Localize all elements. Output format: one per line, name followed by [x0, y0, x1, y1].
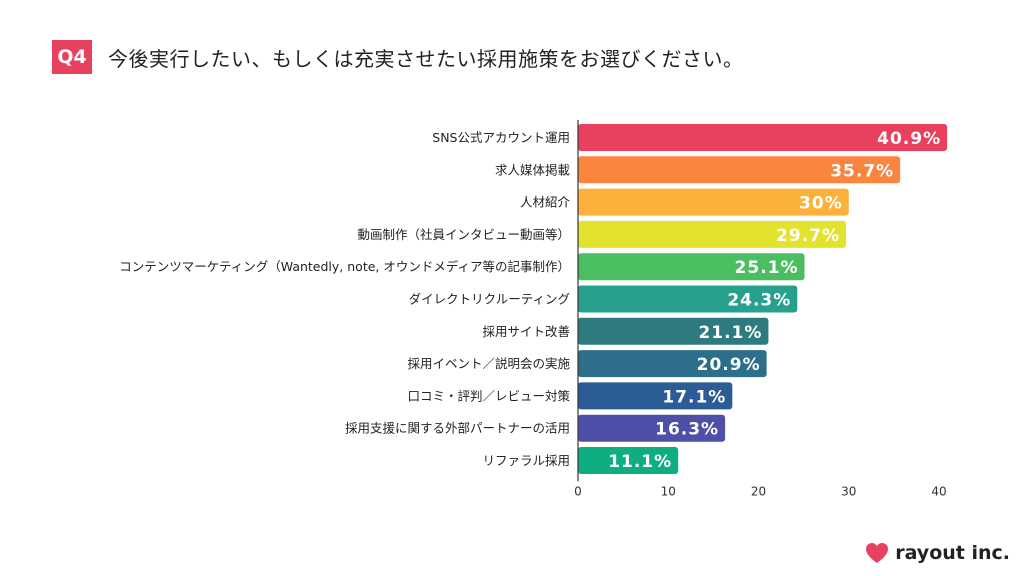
x-tick-label: 20 [751, 484, 766, 498]
category-label: SNS公式アカウント運用 [432, 130, 570, 145]
bar [578, 220, 847, 248]
value-label: 21.1% [698, 323, 762, 343]
bar [578, 285, 798, 313]
value-label: 35.7% [830, 161, 894, 181]
category-label: 採用イベント／説明会の実施 [407, 356, 570, 371]
category-label: 動画制作（社員インタビュー動画等） [357, 227, 570, 242]
x-tick-label: 0 [574, 484, 582, 498]
bar [578, 124, 948, 151]
category-label: 口コミ・評判／レビュー対策 [407, 388, 570, 403]
category-label: コンテンツマーケティング（Wantedly, note, オウンドメディア等の記… [119, 259, 570, 274]
x-tick-label: 30 [841, 484, 856, 498]
category-label: 求人媒体掲載 [495, 162, 571, 177]
category-label: リファラル採用 [482, 453, 570, 468]
value-label: 30% [799, 194, 843, 214]
question-badge: Q4 [52, 40, 92, 74]
category-label: 採用サイト改善 [482, 324, 570, 339]
bar [578, 447, 679, 474]
value-label: 16.3% [655, 420, 719, 440]
question-title: 今後実行したい、もしくは充実させたい採用施策をお選びください。 [108, 46, 744, 71]
value-label: 29.7% [776, 226, 840, 246]
value-label: 17.1% [662, 387, 726, 407]
heart-logo-icon [866, 543, 889, 563]
value-label: 11.1% [608, 452, 672, 472]
category-label: ダイレクトリクルーティング [409, 292, 570, 307]
brand-logo: rayout inc. [865, 542, 1010, 564]
bar [578, 188, 849, 216]
x-tick-label: 10 [661, 484, 676, 498]
x-tick-label: 40 [931, 484, 946, 498]
bar [578, 350, 767, 378]
category-label: 採用支援に関する外部パートナーの活用 [345, 421, 570, 436]
bar [578, 414, 726, 442]
bar [578, 382, 733, 410]
value-label: 40.9% [877, 129, 941, 149]
category-label: 人材紹介 [520, 195, 571, 210]
value-label: 24.3% [727, 291, 791, 311]
brand-name: rayout inc. [895, 542, 1010, 564]
value-label: 20.9% [697, 355, 761, 375]
bar [578, 253, 805, 281]
bar [578, 317, 769, 345]
value-label: 25.1% [735, 258, 799, 278]
bar [578, 156, 901, 184]
